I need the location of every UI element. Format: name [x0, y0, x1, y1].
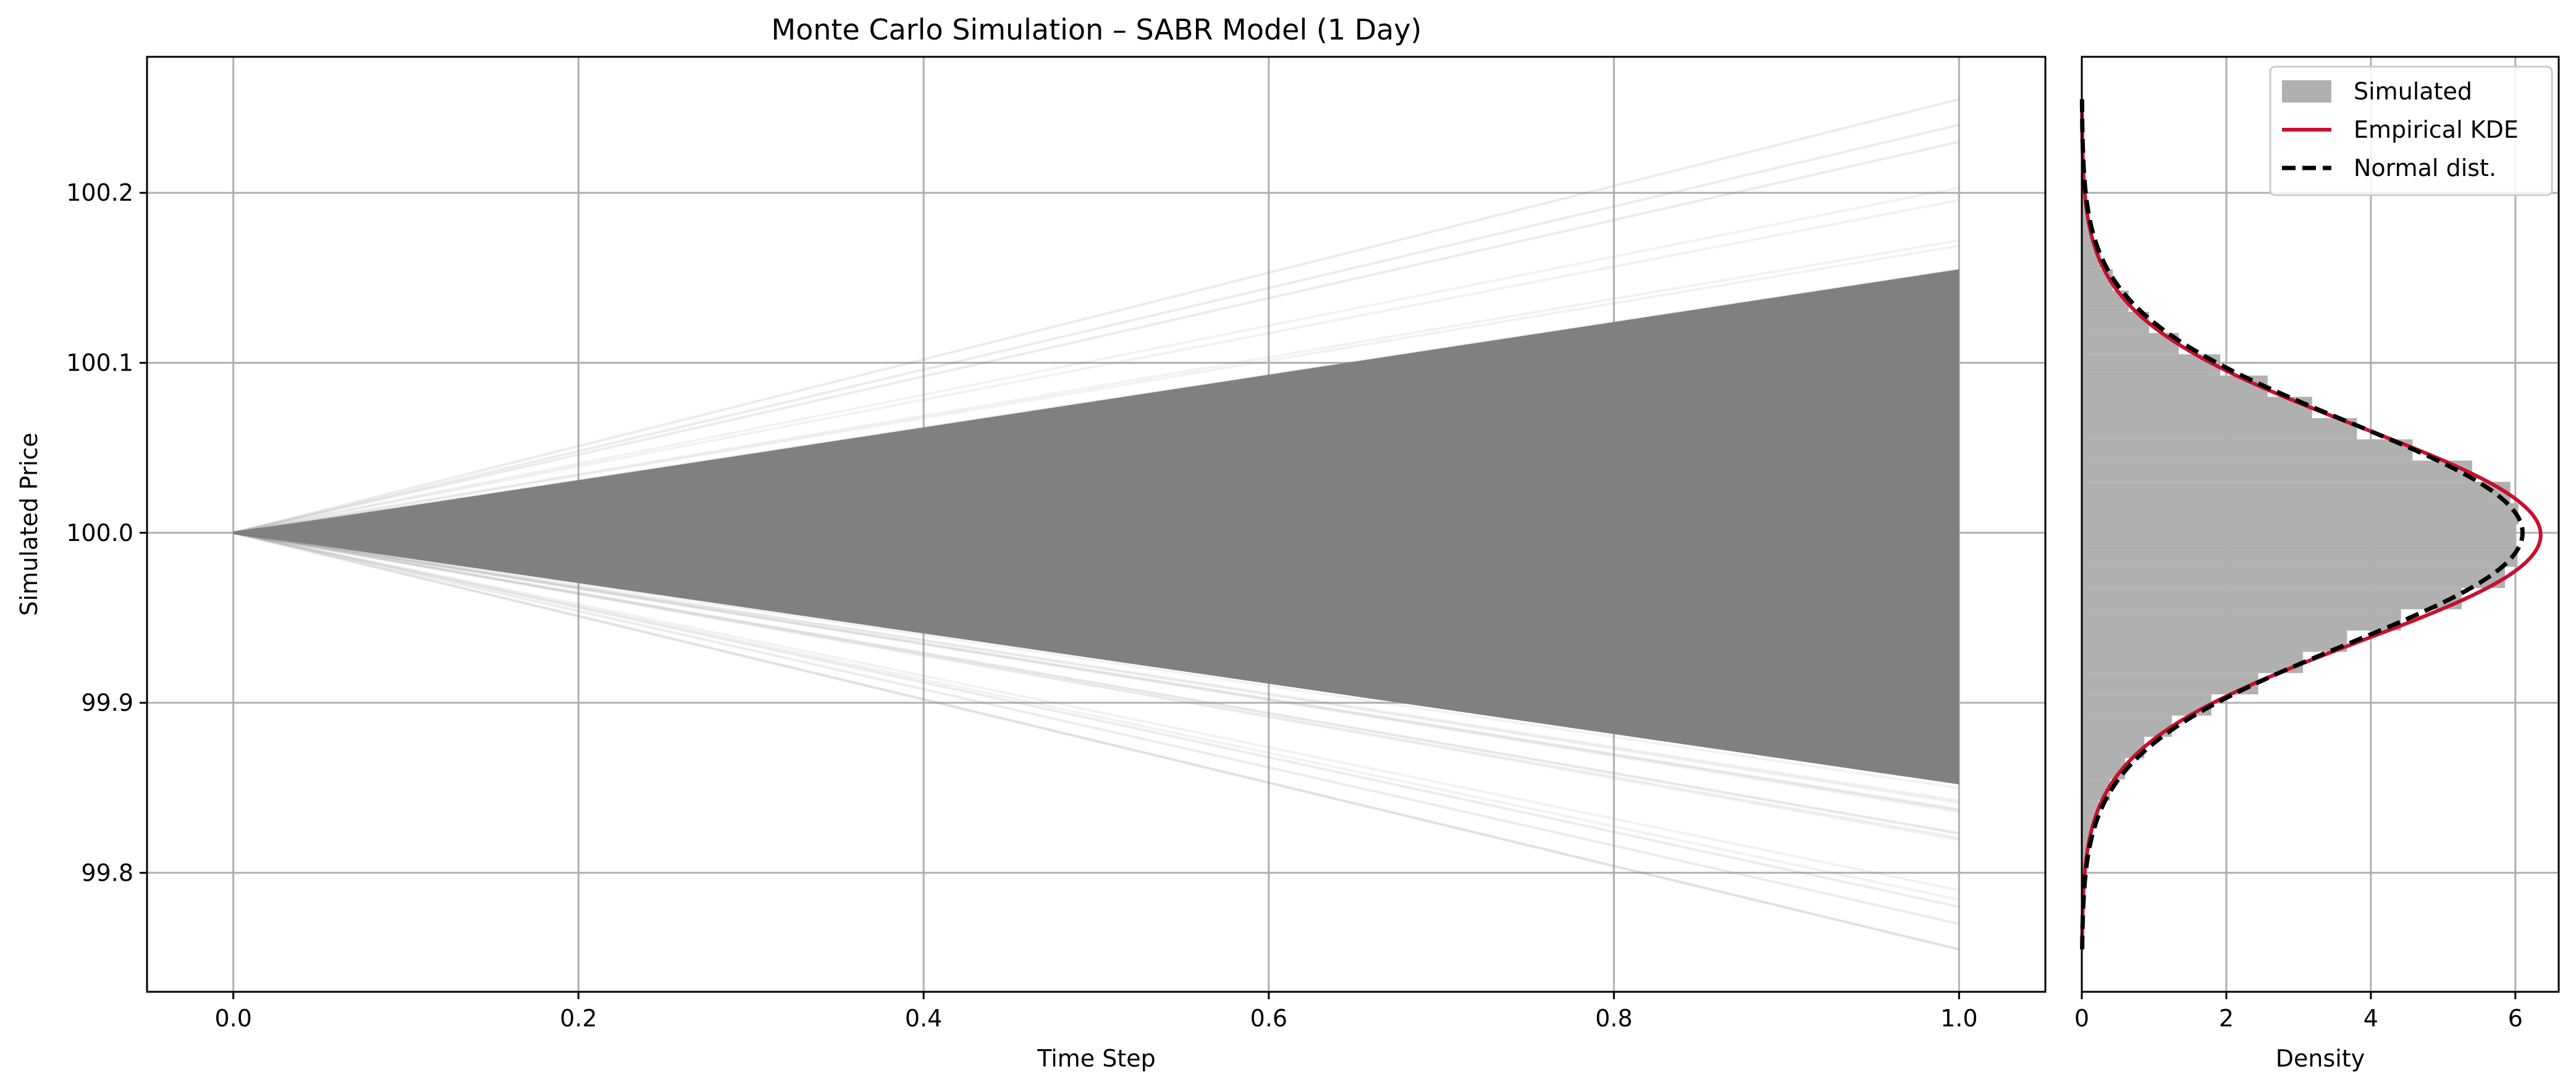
histogram-bar	[2082, 503, 2519, 524]
simulated-path	[233, 531, 1959, 811]
simulated-path	[233, 124, 1959, 534]
density-plot: 0 2 4 6 Density Simulated Empirical KDE Nor…	[2074, 56, 2560, 1072]
main-x-tick-label: 0.4	[905, 1005, 942, 1032]
main-x-tick-label: 0.2	[560, 1005, 597, 1032]
density-x-tick-label: 2	[2219, 1005, 2234, 1032]
density-plot-frame	[2081, 56, 2560, 993]
simulated-path	[233, 531, 1959, 813]
main-y-tick-label: 99.8	[81, 859, 133, 886]
simulated-path	[233, 199, 1959, 534]
density-x-tick-label: 6	[2508, 1005, 2523, 1032]
main-y-tick-label: 100.0	[66, 519, 133, 547]
simulated-path	[233, 531, 1959, 835]
histogram-bar	[2082, 609, 2401, 631]
histogram-bar	[2082, 843, 2088, 865]
histogram-bar	[2082, 375, 2268, 397]
path-density-core	[233, 269, 1959, 785]
histogram-bar	[2082, 354, 2221, 376]
simulated-paths	[233, 98, 1959, 951]
main-x-ticks: 0.0 0.2 0.4 0.6 0.8 1.0	[214, 992, 1978, 1032]
legend-box	[2269, 65, 2553, 196]
histogram-bar	[2082, 524, 2517, 546]
simulated-path	[233, 531, 1959, 839]
simulated-path	[233, 531, 1959, 790]
histogram-bar	[2082, 545, 2518, 567]
simulated-path	[233, 140, 1959, 534]
density-x-ticks: 0 2 4 6	[2074, 992, 2523, 1032]
legend-normal-label: Normal dist.	[2354, 154, 2496, 182]
main-x-tick-label: 0.0	[214, 1005, 251, 1032]
histogram-bar	[2082, 482, 2511, 503]
density-x-tick-label: 0	[2074, 1005, 2089, 1032]
kde-line	[2080, 99, 2543, 950]
main-y-axis-label: Simulated Price	[15, 433, 43, 616]
histogram-bar	[2082, 652, 2304, 673]
main-y-tick-label: 99.9	[81, 689, 133, 716]
histogram-bar	[2082, 631, 2347, 652]
simulated-path	[233, 531, 1959, 841]
histogram-bar	[2082, 439, 2413, 461]
histogram-bar	[2082, 333, 2179, 354]
main-y-tick-label: 100.2	[66, 179, 133, 206]
histogram-bar	[2082, 588, 2462, 610]
histogram-bar	[2082, 460, 2472, 482]
histogram-bars	[2082, 163, 2519, 907]
legend-kde-label: Empirical KDE	[2354, 116, 2519, 143]
simulated-path	[233, 98, 1959, 534]
main-x-axis-label: Time Step	[1037, 1045, 1156, 1072]
simulated-path	[233, 531, 1959, 804]
main-y-ticks: 99.8 99.9 100.0 100.1 100.2	[66, 179, 147, 886]
normal-dist-line	[2079, 99, 2525, 950]
simulated-path	[233, 531, 1959, 802]
histogram-bar	[2082, 694, 2212, 716]
legend-simulated-label: Simulated	[2354, 78, 2472, 105]
simulated-path	[233, 531, 1959, 951]
simulated-path	[233, 531, 1959, 901]
histogram-bar	[2082, 417, 2357, 440]
legend: Simulated Empirical KDE Normal dist.	[2269, 65, 2553, 196]
simulated-path	[233, 531, 1959, 835]
main-plot: 0.0 0.2 0.4 0.6 0.8 1.0 99.8 99.9 100.0 100.1 100…	[15, 56, 2047, 1072]
main-x-tick-label: 0.8	[1595, 1005, 1632, 1032]
simulated-path	[233, 531, 1959, 811]
simulated-path	[233, 531, 1959, 925]
chart-title: Monte Carlo Simulation – SABR Model (1 D…	[772, 13, 1422, 46]
simulated-path	[233, 245, 1959, 534]
histogram-bar	[2082, 715, 2172, 737]
density-x-axis-label: Density	[2276, 1045, 2365, 1072]
histogram-bar	[2082, 396, 2312, 418]
simulated-path	[233, 531, 1959, 908]
histogram-bar	[2082, 205, 2089, 227]
legend-simulated-swatch	[2282, 80, 2331, 103]
simulated-path	[233, 186, 1959, 534]
simulated-path	[233, 531, 1959, 892]
histogram-bar	[2082, 566, 2506, 589]
density-x-tick-label: 4	[2363, 1005, 2378, 1032]
main-x-tick-label: 1.0	[1940, 1005, 1977, 1032]
simulated-path	[233, 239, 1959, 534]
histogram-bar	[2082, 673, 2258, 695]
main-x-tick-label: 0.6	[1250, 1005, 1287, 1032]
simulated-path	[233, 531, 1959, 951]
main-y-tick-label: 100.1	[66, 349, 133, 376]
main-plot-frame	[146, 56, 2047, 993]
